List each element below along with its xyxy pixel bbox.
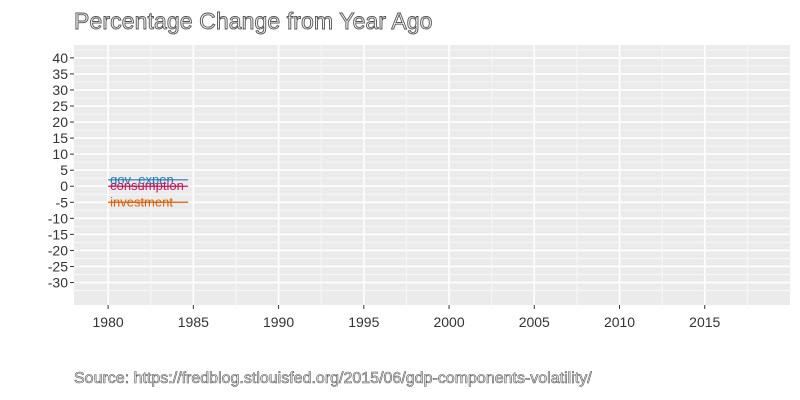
series-label-gov-expen: gov_expen (110, 172, 174, 187)
series-label-investment: investment (110, 194, 173, 209)
y-tick-label: 15 (52, 130, 68, 146)
chart-caption: Source: https://fredblog.stlouisfed.org/… (74, 370, 592, 388)
x-tick-label: 1985 (178, 314, 209, 330)
grid-major (74, 45, 790, 305)
x-tick-label: 2010 (604, 314, 635, 330)
x-tick-label: 1995 (348, 314, 379, 330)
x-tick-label: 2000 (433, 314, 464, 330)
y-tick-label: 35 (52, 66, 68, 82)
y-tick-label: -10 (48, 210, 68, 226)
y-tick-label: 40 (52, 50, 68, 66)
y-tick-label: 10 (52, 146, 68, 162)
y-tick-label: 0 (60, 178, 68, 194)
x-tick-label: 1990 (263, 314, 294, 330)
y-tick-label: 30 (52, 82, 68, 98)
y-tick-label: 25 (52, 98, 68, 114)
y-tick-label: -30 (48, 275, 68, 291)
y-tick-label: -20 (48, 242, 68, 258)
chart-title: Percentage Change from Year Ago (74, 8, 433, 35)
y-tick-label: 5 (60, 162, 68, 178)
y-tick-label: 20 (52, 114, 68, 130)
x-tick-label: 2015 (689, 314, 720, 330)
y-tick-label: -5 (56, 194, 69, 210)
y-tick-label: -15 (48, 226, 68, 242)
y-tick-label: -25 (48, 258, 68, 274)
series-label-consumption: consumption (110, 178, 184, 193)
x-tick-label: 1980 (93, 314, 124, 330)
x-tick-label: 2005 (519, 314, 550, 330)
x-axis: 1980 1985 1990 1995 2000 2005 2010 2015 (93, 305, 721, 330)
